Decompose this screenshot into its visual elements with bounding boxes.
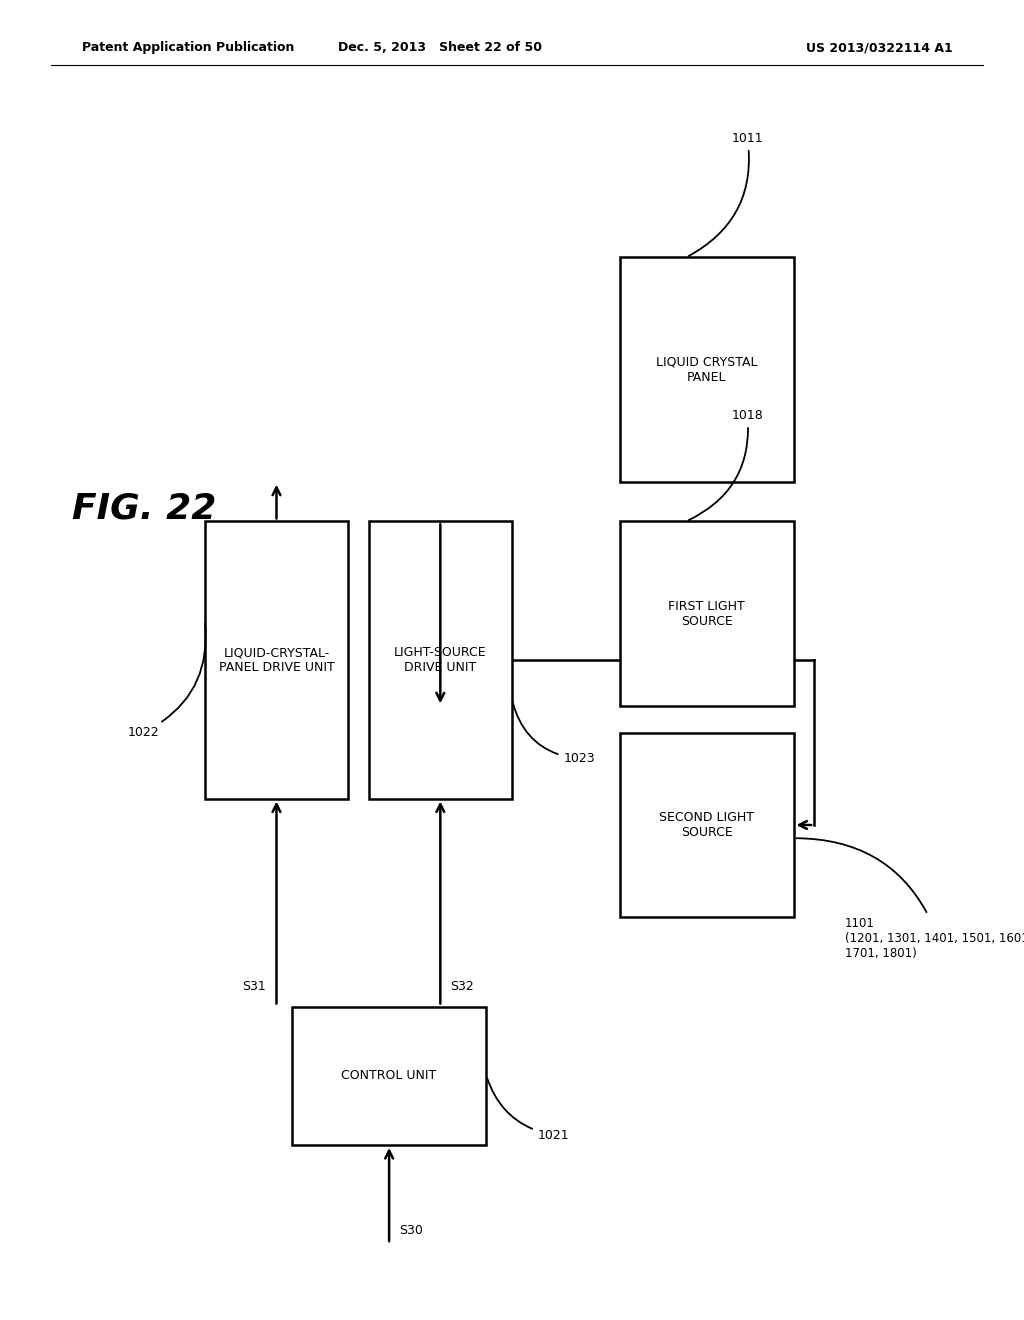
Text: 1021: 1021 [487,1078,569,1142]
Bar [620,733,794,917]
Text: S31: S31 [243,981,266,993]
Text: S32: S32 [451,981,474,993]
Text: 1022: 1022 [128,623,206,739]
Bar [620,257,794,482]
Text: 1023: 1023 [513,702,595,766]
Text: LIQUID-CRYSTAL-
PANEL DRIVE UNIT: LIQUID-CRYSTAL- PANEL DRIVE UNIT [218,645,335,675]
Text: 1018: 1018 [688,409,764,520]
Text: US 2013/0322114 A1: US 2013/0322114 A1 [806,41,952,54]
Bar [205,521,348,799]
Bar [620,521,794,706]
Text: Dec. 5, 2013   Sheet 22 of 50: Dec. 5, 2013 Sheet 22 of 50 [338,41,543,54]
Text: FIG. 22: FIG. 22 [72,491,216,525]
Bar [369,521,512,799]
Text: Patent Application Publication: Patent Application Publication [82,41,294,54]
Text: 1101
(1201, 1301, 1401, 1501, 1601,
1701, 1801): 1101 (1201, 1301, 1401, 1501, 1601, 1701… [797,838,1024,961]
Bar [292,1006,486,1144]
Text: LIGHT-SOURCE
DRIVE UNIT: LIGHT-SOURCE DRIVE UNIT [394,645,486,675]
Text: FIRST LIGHT
SOURCE: FIRST LIGHT SOURCE [669,599,744,628]
Text: S30: S30 [399,1225,423,1238]
Text: SECOND LIGHT
SOURCE: SECOND LIGHT SOURCE [659,810,754,840]
Text: 1011: 1011 [688,132,763,256]
Text: LIQUID CRYSTAL
PANEL: LIQUID CRYSTAL PANEL [655,355,758,384]
Text: CONTROL UNIT: CONTROL UNIT [341,1069,437,1082]
